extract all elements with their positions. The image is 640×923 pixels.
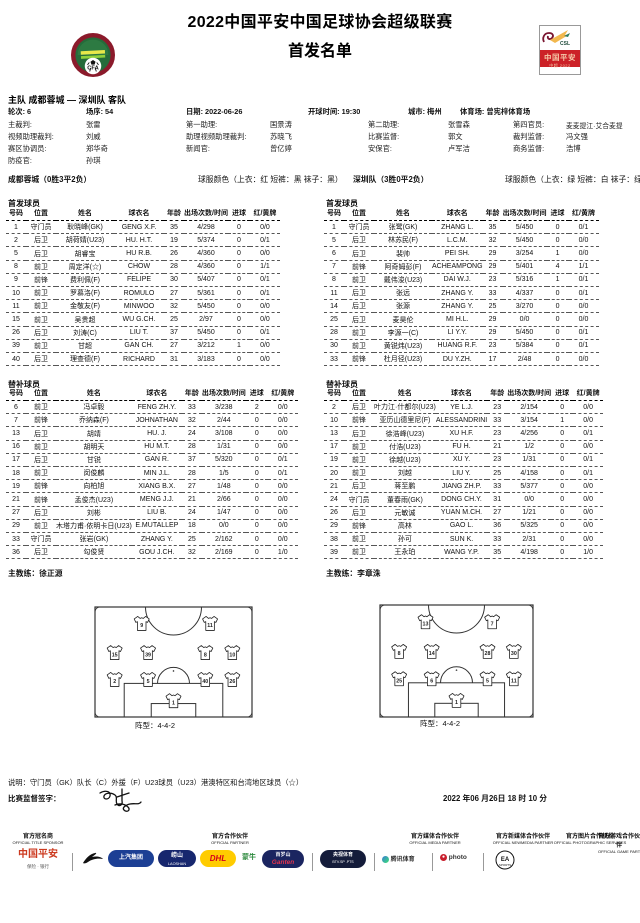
svg-text:15: 15: [112, 652, 118, 658]
svg-text:25: 25: [396, 679, 402, 685]
svg-text:26: 26: [229, 679, 235, 685]
svg-text:10: 10: [229, 652, 235, 658]
svg-text:SPORTS: SPORTS: [499, 863, 511, 867]
svg-text:13: 13: [423, 622, 429, 628]
svg-text:2: 2: [113, 679, 116, 685]
svg-text:30: 30: [511, 651, 517, 657]
svg-text:39: 39: [145, 652, 151, 658]
svg-text:8: 8: [204, 652, 207, 658]
svg-text:8: 8: [398, 651, 401, 657]
svg-text:1: 1: [455, 700, 458, 706]
svg-text:5: 5: [486, 679, 489, 685]
svg-text:1: 1: [172, 701, 175, 707]
svg-text:40: 40: [202, 679, 208, 685]
svg-text:CSL: CSL: [560, 41, 570, 47]
svg-text:11: 11: [207, 623, 213, 629]
svg-text:5: 5: [147, 679, 150, 685]
svg-text:9: 9: [140, 623, 143, 629]
svg-text:CFA: CFA: [87, 65, 98, 71]
svg-text:7: 7: [491, 622, 494, 628]
svg-text:14: 14: [429, 651, 435, 657]
svg-text:11: 11: [511, 679, 517, 685]
svg-text:28: 28: [485, 651, 491, 657]
svg-text:6: 6: [430, 679, 433, 685]
